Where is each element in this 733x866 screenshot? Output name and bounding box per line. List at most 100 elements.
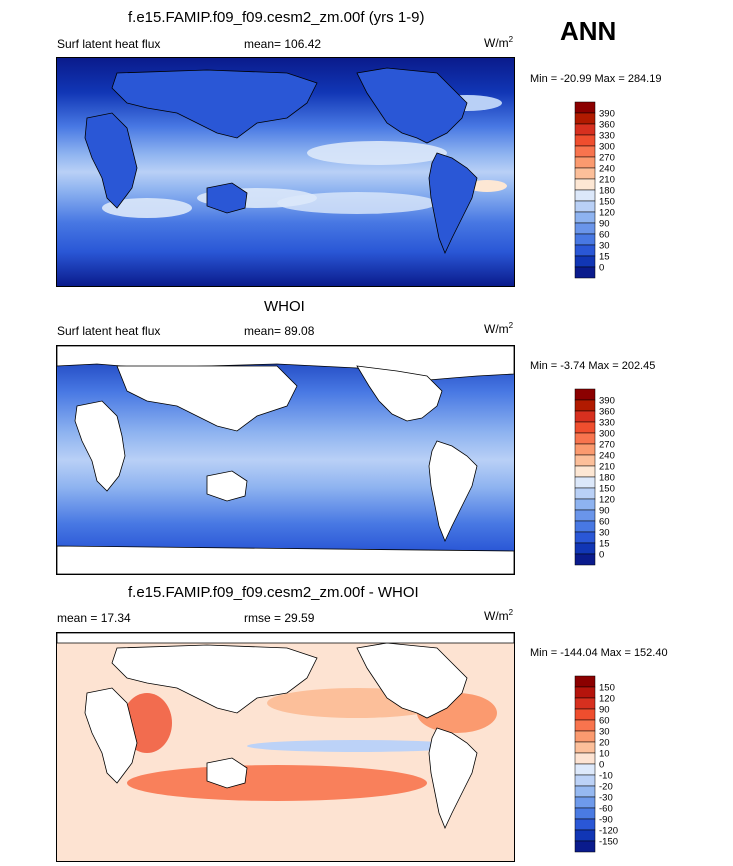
colorbar-tick-label: 330	[599, 418, 615, 429]
panel3-units: W/m2	[484, 608, 514, 623]
colorbar-tick-label: 120	[599, 208, 615, 219]
colorbar-swatch	[574, 233, 596, 246]
colorbar-tick-label: 300	[599, 142, 615, 153]
panel2-units: W/m2	[484, 321, 514, 336]
colorbar-tick-label: 330	[599, 131, 615, 142]
colorbar-tick-label: 0	[599, 263, 604, 274]
colorbar-tick-label: 120	[599, 694, 615, 705]
colorbar-tick-label: 270	[599, 440, 615, 451]
panel2-mean: mean= 89.08	[244, 324, 315, 338]
colorbar-tick-label: 15	[599, 252, 610, 263]
colorbar-tick-label: 210	[599, 175, 615, 186]
colorbar-swatch	[574, 818, 596, 831]
colorbar-swatch	[574, 796, 596, 809]
colorbar-swatch	[574, 156, 596, 169]
colorbar-tick-label: 390	[599, 396, 615, 407]
colorbar-tick-label: -30	[599, 793, 613, 804]
colorbar-swatch	[574, 244, 596, 257]
colorbar-tick-label: 30	[599, 241, 610, 252]
colorbar-swatch	[574, 487, 596, 500]
colorbar-tick-label: 60	[599, 517, 610, 528]
colorbar-swatch	[574, 167, 596, 180]
colorbar-swatch	[574, 531, 596, 544]
panel1-title: f.e15.FAMIP.f09_f09.cesm2_zm.00f (yrs 1-…	[128, 9, 425, 26]
colorbar-tick-label: 390	[599, 109, 615, 120]
colorbar-tick-label: 120	[599, 495, 615, 506]
panel2-map	[56, 345, 515, 575]
colorbar-swatch	[574, 421, 596, 434]
panel2-colorbar: 390 360 330 300 270 240 210 180 150 120 90 60 30 15 0	[574, 388, 625, 566]
colorbar-tick-label: 30	[599, 528, 610, 539]
colorbar-swatch	[574, 112, 596, 125]
colorbar-tick-label: 30	[599, 727, 610, 738]
colorbar-swatch	[574, 686, 596, 699]
panel1-mean: mean= 106.42	[244, 37, 322, 51]
colorbar-swatch	[574, 432, 596, 445]
colorbar-swatch	[574, 200, 596, 213]
colorbar-swatch	[574, 730, 596, 743]
colorbar-swatch	[574, 520, 596, 533]
panel3-rmse: rmse = 29.59	[244, 611, 315, 625]
panel3-mean: mean = 17.34	[57, 611, 131, 625]
colorbar-tick-label: -120	[599, 826, 618, 837]
colorbar-tick-label: 270	[599, 153, 615, 164]
colorbar-tick-label: 150	[599, 484, 615, 495]
panel2-variable-label: Surf latent heat flux	[57, 324, 161, 338]
colorbar-swatch	[574, 553, 596, 566]
panel1-units: W/m2	[484, 35, 514, 50]
colorbar-swatch	[574, 542, 596, 555]
colorbar-swatch	[574, 388, 596, 401]
colorbar-tick-label: -60	[599, 804, 613, 815]
colorbar-tick-label: 240	[599, 164, 615, 175]
colorbar-swatch	[574, 410, 596, 423]
colorbar-tick-label: 20	[599, 738, 610, 749]
panel1-min-max: Min = -20.99 Max = 284.19	[530, 73, 662, 85]
colorbar-swatch	[574, 178, 596, 191]
colorbar-swatch	[574, 123, 596, 136]
colorbar-swatch	[574, 211, 596, 224]
panel1-map	[56, 57, 515, 287]
colorbar-tick-label: 180	[599, 473, 615, 484]
colorbar-tick-label: 150	[599, 683, 615, 694]
colorbar-swatch	[574, 255, 596, 268]
colorbar-swatch	[574, 454, 596, 467]
colorbar-swatch	[574, 222, 596, 235]
colorbar-tick-label: 150	[599, 197, 615, 208]
colorbar-swatch	[574, 697, 596, 710]
colorbar-tick-label: 90	[599, 506, 610, 517]
colorbar-swatch	[574, 189, 596, 202]
colorbar-tick-label: 360	[599, 120, 615, 131]
panel3-title: f.e15.FAMIP.f09_f09.cesm2_zm.00f - WHOI	[128, 584, 419, 601]
colorbar-tick-label: -90	[599, 815, 613, 826]
colorbar-tick-label: -150	[599, 837, 618, 848]
colorbar-swatch	[574, 675, 596, 688]
colorbar-swatch	[574, 774, 596, 787]
colorbar-swatch	[574, 785, 596, 798]
colorbar-swatch	[574, 741, 596, 754]
colorbar-swatch	[574, 134, 596, 147]
panel3-colorbar: 150 120 90 60 30 20 10 0 -10 -20 -30 -60 -90 -120 -150	[574, 675, 625, 853]
panel3-map	[56, 632, 515, 862]
colorbar-tick-label: 0	[599, 550, 604, 561]
colorbar-tick-label: 60	[599, 716, 610, 727]
colorbar-swatch	[574, 752, 596, 765]
colorbar-tick-label: 360	[599, 407, 615, 418]
colorbar-swatch	[574, 145, 596, 158]
panel3-min-max: Min = -144.04 Max = 152.40	[530, 647, 668, 659]
colorbar-swatch	[574, 465, 596, 478]
colorbar-swatch	[574, 266, 596, 279]
panel2-min-max: Min = -3.74 Max = 202.45	[530, 360, 656, 372]
colorbar-swatch	[574, 498, 596, 511]
colorbar-swatch	[574, 509, 596, 522]
colorbar-swatch	[574, 807, 596, 820]
colorbar-swatch	[574, 443, 596, 456]
colorbar-tick-label: 0	[599, 760, 604, 771]
colorbar-tick-label: 240	[599, 451, 615, 462]
colorbar-tick-label: 90	[599, 705, 610, 716]
colorbar-swatch	[574, 399, 596, 412]
colorbar-tick-label: 210	[599, 462, 615, 473]
colorbar-tick-label: 60	[599, 230, 610, 241]
